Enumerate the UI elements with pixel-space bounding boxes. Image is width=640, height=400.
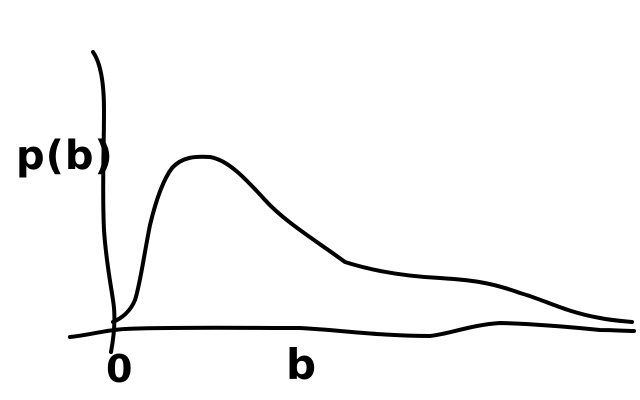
y-axis — [91, 50, 117, 354]
x-axis-label: b — [286, 340, 317, 389]
y-axis-label: p(b) — [16, 133, 114, 179]
origin-label: 0 — [106, 347, 133, 391]
density-curve — [111, 154, 634, 324]
x-axis — [68, 321, 636, 339]
